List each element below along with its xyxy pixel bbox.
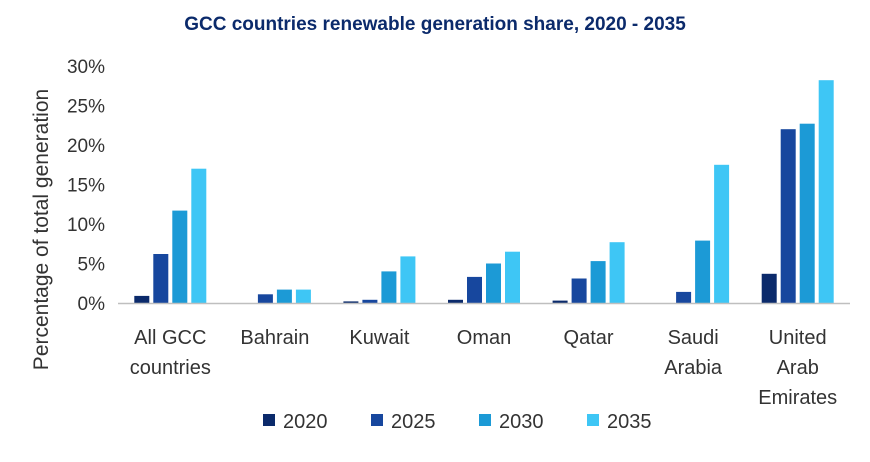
- bar-2035: [505, 251, 520, 303]
- x-category-label: Oman: [457, 327, 511, 349]
- bar-2030: [486, 263, 501, 303]
- bar-2030: [799, 123, 815, 303]
- x-category-label: Qatar: [564, 327, 614, 349]
- bar-2030: [172, 210, 188, 303]
- bar-2020: [761, 273, 777, 303]
- x-category-label: United Arab Emirates: [758, 327, 837, 409]
- bar-2030: [381, 271, 397, 303]
- y-tick-label: 0%: [78, 294, 106, 315]
- bar-2025: [780, 129, 796, 303]
- bar-2025: [676, 291, 692, 303]
- x-category-label: Saudi Arabia: [664, 327, 723, 379]
- y-tick-label: 30%: [67, 57, 105, 78]
- y-tick-label: 25%: [67, 97, 105, 118]
- x-category-label: All GCC countries: [130, 327, 211, 379]
- chart-title: GCC countries renewable generation share…: [184, 14, 686, 35]
- bar-2030: [695, 240, 711, 303]
- x-category-label: Kuwait: [349, 327, 409, 349]
- bar-2035: [400, 256, 416, 303]
- legend-swatch-2030: [479, 414, 491, 426]
- y-tick-label: 5%: [78, 255, 106, 276]
- bar-2035: [714, 164, 730, 304]
- legend-label: 2035: [607, 411, 652, 433]
- y-tick-label: 10%: [67, 215, 105, 236]
- legend-label: 2020: [283, 411, 328, 433]
- bar-2035: [818, 80, 834, 303]
- x-category-label: Bahrain: [240, 327, 309, 349]
- y-tick-label: 20%: [67, 136, 105, 157]
- y-axis-label: Percentage of total generation: [30, 89, 53, 370]
- bar-2020: [134, 295, 150, 303]
- legend-label: 2025: [391, 411, 436, 433]
- legend-swatch-2035: [587, 414, 599, 426]
- bar-2030: [590, 261, 606, 303]
- bar-2025: [362, 299, 378, 303]
- bar-2020: [448, 299, 463, 303]
- bar-2025: [257, 294, 273, 303]
- bar-2035: [295, 289, 311, 303]
- bar-2030: [276, 289, 292, 303]
- bar-2025: [153, 254, 169, 303]
- legend-swatch-2025: [371, 414, 383, 426]
- legend-label: 2030: [499, 411, 544, 433]
- legend-swatch-2020: [263, 414, 275, 426]
- bar-2025: [571, 278, 587, 303]
- bar-2020: [552, 300, 568, 303]
- y-tick-label: 15%: [67, 176, 105, 197]
- bar-2025: [467, 276, 482, 303]
- bar-2020: [343, 301, 359, 303]
- bar-2035: [191, 168, 207, 303]
- bar-2035: [609, 242, 625, 303]
